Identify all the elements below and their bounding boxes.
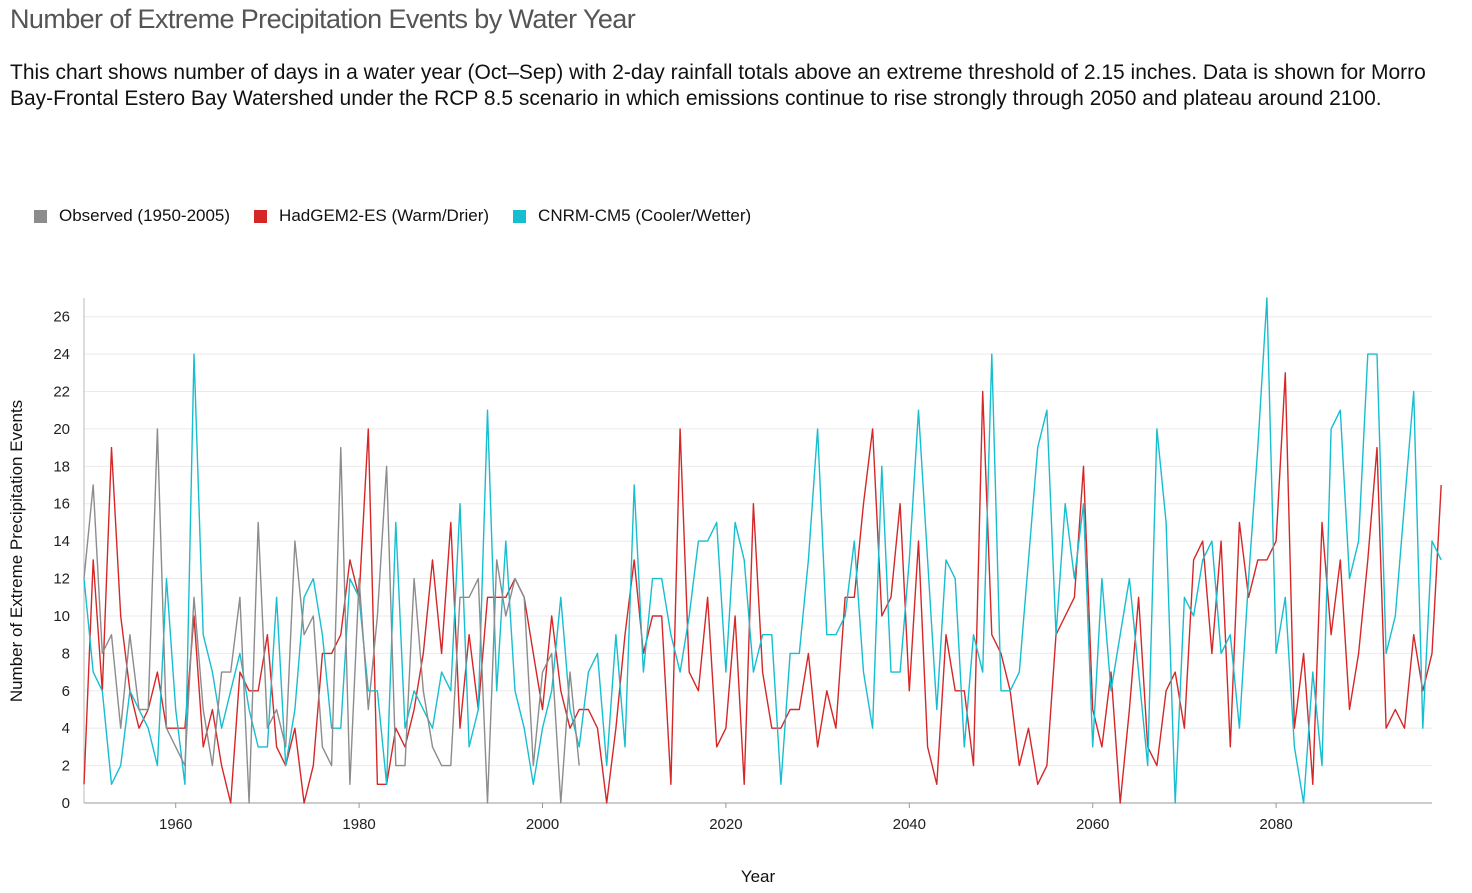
y-tick-label-10: 10	[53, 608, 70, 625]
legend-swatch-hadgem2	[254, 209, 268, 223]
legend-label-cnrm: CNRM-CM5 (Cooler/Wetter)	[538, 206, 752, 225]
x-tick-label-2000: 2000	[526, 816, 559, 833]
y-tick-label-12: 12	[53, 571, 70, 588]
x-axis-label: Year	[741, 867, 776, 886]
chart-title: Number of Extreme Precipitation Events b…	[10, 4, 636, 34]
legend-label-observed: Observed (1950-2005)	[59, 206, 231, 225]
y-tick-label-0: 0	[62, 795, 70, 812]
x-tick-label-2040: 2040	[893, 816, 926, 833]
y-tick-label-4: 4	[62, 720, 70, 737]
y-axis-label: Number of Extreme Precipitation Events	[7, 400, 26, 702]
y-tick-label-16: 16	[53, 496, 70, 513]
series-line-cnrmcm5	[83, 297, 1442, 804]
y-tick-label-2: 2	[62, 758, 70, 775]
y-tick-label-18: 18	[53, 458, 70, 475]
series-line-observed	[83, 428, 580, 804]
y-tick-label-24: 24	[53, 346, 70, 363]
x-tick-label-2080: 2080	[1259, 816, 1292, 833]
axes	[83, 298, 1432, 808]
legend-item-cnrm[interactable]: CNRM-CM5 (Cooler/Wetter)	[513, 206, 751, 226]
x-tick-label-2020: 2020	[709, 816, 742, 833]
y-tick-label-22: 22	[53, 384, 70, 401]
legend-swatch-observed	[34, 209, 47, 223]
x-tick-label-1960: 1960	[159, 816, 192, 833]
y-tick-label-6: 6	[62, 683, 70, 700]
grid-lines	[84, 316, 1432, 767]
legend: Observed (1950-2005) HadGEM2-ES (Warm/Dr…	[34, 206, 775, 226]
legend-item-hadgem2[interactable]: HadGEM2-ES (Warm/Drier)	[254, 206, 489, 226]
legend-item-observed[interactable]: Observed (1950-2005)	[34, 206, 230, 226]
y-tick-label-8: 8	[62, 645, 70, 662]
y-tick-label-26: 26	[53, 309, 70, 326]
y-tick-label-20: 20	[53, 421, 70, 438]
chart-description: This chart shows number of days in a wat…	[10, 61, 1426, 110]
legend-label-hadgem2: HadGEM2-ES (Warm/Drier)	[279, 206, 490, 225]
y-tick-label-14: 14	[53, 533, 70, 550]
legend-swatch-cnrm	[513, 209, 527, 223]
series-line-hadgem2es	[83, 372, 1442, 804]
series-lines	[83, 297, 1442, 804]
x-tick-label-1980: 1980	[342, 816, 375, 833]
x-tick-label-2060: 2060	[1076, 816, 1109, 833]
